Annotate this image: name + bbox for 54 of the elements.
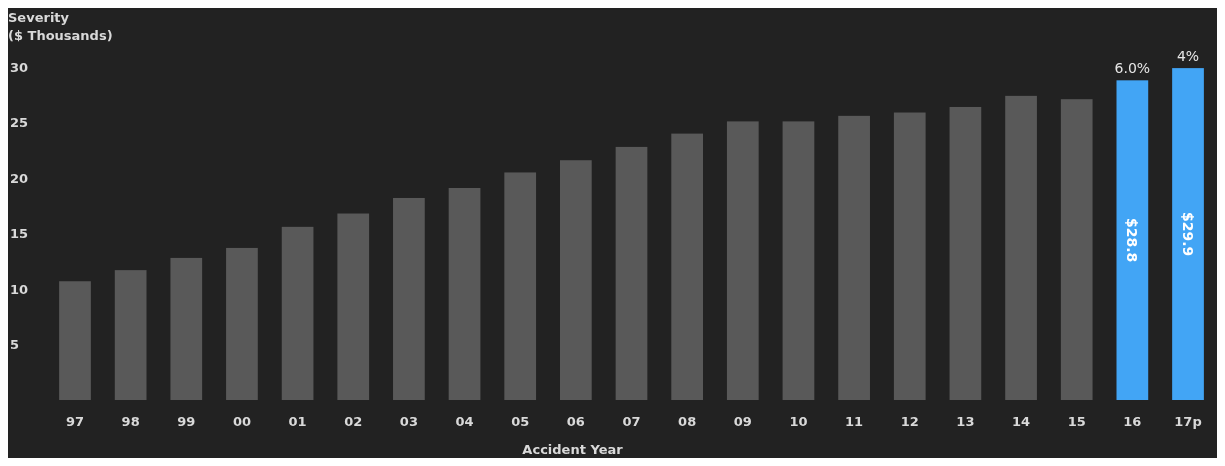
x-tick-label: 04 xyxy=(455,414,474,429)
bar xyxy=(393,197,425,400)
x-tick-label: 01 xyxy=(288,414,307,429)
y-axis-title: Severity ($ Thousands) xyxy=(8,10,113,43)
bar xyxy=(893,112,926,400)
x-tick-label: 99 xyxy=(177,414,196,429)
bar xyxy=(281,226,314,400)
y-tick-label: 5 xyxy=(10,337,20,353)
bar xyxy=(1172,68,1204,400)
bar xyxy=(114,270,147,400)
x-tick-label: 07 xyxy=(622,414,641,429)
bar xyxy=(59,281,91,400)
data-label: $28.8 xyxy=(1124,218,1141,263)
bar xyxy=(1005,95,1037,400)
x-tick-label: 09 xyxy=(733,414,752,429)
x-tick-label: 12 xyxy=(900,414,919,429)
bar xyxy=(448,187,481,400)
bar xyxy=(504,172,537,400)
x-tick-label: 17p xyxy=(1174,414,1202,429)
bar xyxy=(726,121,759,400)
data-label: $29.9 xyxy=(1180,211,1197,257)
y-tick-label: 30 xyxy=(10,59,29,75)
x-tick-label: 10 xyxy=(789,414,808,429)
x-tick-label: 15 xyxy=(1067,414,1086,429)
x-tick-label: 13 xyxy=(956,414,975,429)
x-tick-label: 98 xyxy=(121,414,140,429)
bar xyxy=(671,133,704,400)
x-tick-label: 08 xyxy=(678,414,697,429)
x-tick-label: 11 xyxy=(845,414,864,429)
bar xyxy=(226,247,258,400)
x-tick-label: 14 xyxy=(1012,414,1031,429)
y-tick-label: 15 xyxy=(10,226,29,242)
x-axis-title: Accident Year xyxy=(522,442,624,457)
x-tick-label: 03 xyxy=(399,414,418,429)
bar xyxy=(1060,99,1093,400)
x-tick-label: 05 xyxy=(511,414,530,429)
annotation: 6.0% xyxy=(1114,60,1151,77)
x-tick-label: 02 xyxy=(344,414,363,429)
bar xyxy=(615,146,648,400)
y-tick-label: 10 xyxy=(10,281,29,297)
bar xyxy=(1116,80,1149,400)
annotation: 4% xyxy=(1176,48,1200,65)
bar xyxy=(782,121,815,400)
bar xyxy=(949,106,982,400)
bar xyxy=(170,257,203,400)
bar xyxy=(337,213,370,400)
x-tick-label: 00 xyxy=(232,414,251,429)
bar xyxy=(559,160,592,400)
x-tick-label: 97 xyxy=(65,414,85,429)
y-tick-label: 20 xyxy=(10,170,29,186)
x-tick-label: 06 xyxy=(566,414,585,429)
y-tick-label: 25 xyxy=(10,115,29,131)
bar xyxy=(838,115,870,400)
x-tick-label: 16 xyxy=(1123,414,1142,429)
